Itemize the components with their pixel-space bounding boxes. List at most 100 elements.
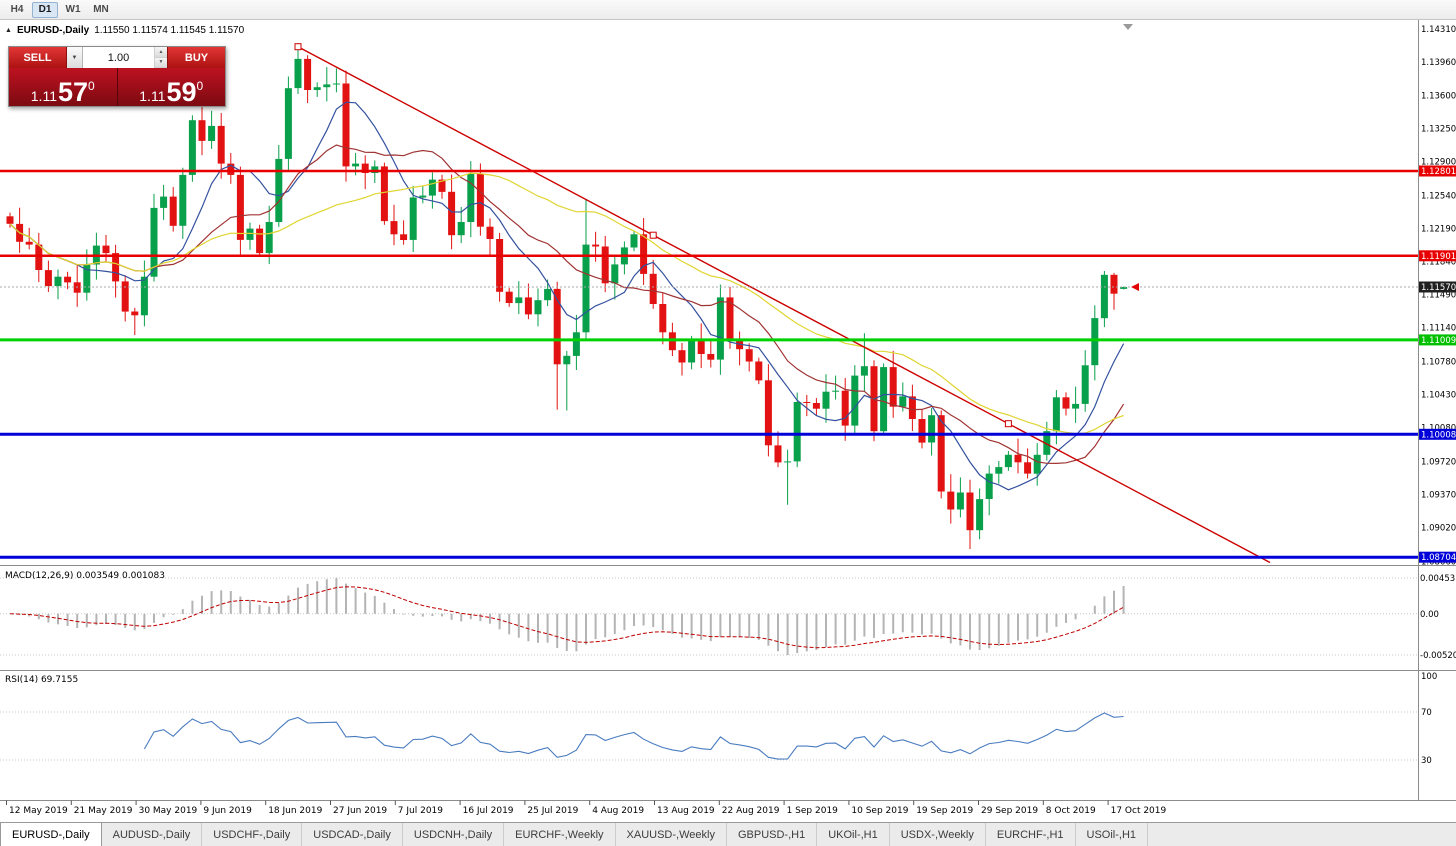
- svg-text:1.11570: 1.11570: [1421, 283, 1456, 293]
- chart-tab-usdchf-daily[interactable]: USDCHF-,Daily: [202, 823, 303, 846]
- chart-tabs-bar: EURUSD-,Daily AUDUSD-,Daily USDCHF-,Daily U…: [0, 822, 1456, 846]
- chart-tab-eurchf-h1[interactable]: EURCHF-,H1: [986, 823, 1076, 846]
- date-label: 13 Aug 2019: [657, 806, 715, 816]
- svg-text:100: 100: [1421, 672, 1437, 682]
- macd-label: MACD(12,26,9) 0.003549 0.001083: [5, 571, 165, 581]
- svg-text:1.12190: 1.12190: [1421, 225, 1456, 235]
- trendline-handle[interactable]: [649, 231, 657, 239]
- svg-text:1.13960: 1.13960: [1421, 58, 1456, 68]
- timeframe-h4-button[interactable]: H4: [4, 2, 30, 18]
- price-badge: [1419, 250, 1456, 262]
- trendline-handle[interactable]: [1004, 420, 1012, 428]
- svg-text:1.11901: 1.11901: [1421, 252, 1456, 262]
- svg-text:1.10780: 1.10780: [1421, 357, 1456, 367]
- timeframe-toolbar: H4 D1 W1 MN: [0, 0, 1456, 20]
- spinner-down-icon[interactable]: ▼: [155, 57, 167, 68]
- date-label: 19 Sep 2019: [916, 806, 973, 816]
- svg-text:1.10430: 1.10430: [1421, 390, 1456, 400]
- macd-signal-line: [9, 586, 1124, 649]
- date-label: 22 Aug 2019: [722, 806, 780, 816]
- volume-spinner: ▲ ▼: [154, 47, 167, 68]
- buy-price-pipette: 0: [196, 79, 204, 93]
- svg-text:1.14310: 1.14310: [1421, 25, 1456, 35]
- volume-input[interactable]: [83, 47, 154, 68]
- candles-layer: [6, 46, 1128, 549]
- timeframe-w1-button[interactable]: W1: [60, 2, 86, 18]
- svg-text:1.08704: 1.08704: [1421, 553, 1456, 563]
- price-arrow-icon: [1131, 283, 1139, 291]
- chart-ohlc-values: 1.11550 1.11574 1.11545 1.11570: [94, 25, 245, 36]
- volume-dropdown-icon[interactable]: ▼: [67, 47, 83, 68]
- chart-tab-eurusd-daily[interactable]: EURUSD-,Daily: [0, 823, 102, 846]
- price-badge: [1419, 165, 1456, 177]
- chart-tab-audusd-daily[interactable]: AUDUSD-,Daily: [102, 823, 203, 846]
- moving-average-16: [9, 144, 1125, 465]
- rsi-line: [143, 712, 1124, 760]
- svg-text:1.11140: 1.11140: [1421, 324, 1456, 334]
- date-label: 17 Oct 2019: [1111, 806, 1167, 816]
- buy-button[interactable]: BUY: [167, 47, 225, 68]
- date-label: 29 Sep 2019: [981, 806, 1038, 816]
- sell-button[interactable]: SELL: [9, 47, 67, 68]
- moving-average-8: [9, 101, 1125, 491]
- svg-text:-0.00520: -0.00520: [1420, 651, 1456, 661]
- macd-histogram-layer: [18, 578, 1125, 655]
- svg-text:1.11009: 1.11009: [1421, 336, 1456, 346]
- chart-tab-gbpusd-h1[interactable]: GBPUSD-,H1: [727, 823, 818, 846]
- chart-tab-usoil-h1[interactable]: USOil-,H1: [1076, 823, 1149, 846]
- date-label: 9 Jun 2019: [203, 806, 252, 816]
- date-label: 1 Sep 2019: [787, 806, 839, 816]
- chart-tab-usdcad-daily[interactable]: USDCAD-,Daily: [302, 823, 403, 846]
- svg-text:0.00: 0.00: [1420, 610, 1439, 620]
- price-badge: [1419, 551, 1456, 563]
- svg-text:1.13250: 1.13250: [1421, 125, 1456, 135]
- date-label: 10 Sep 2019: [851, 806, 908, 816]
- price-badge: [1419, 334, 1456, 346]
- svg-text:1.09370: 1.09370: [1421, 490, 1456, 500]
- svg-text:1.13600: 1.13600: [1421, 92, 1456, 102]
- chart-shift-marker-icon[interactable]: [1123, 24, 1133, 30]
- svg-text:30: 30: [1421, 756, 1432, 766]
- date-label: 16 Jul 2019: [463, 806, 514, 816]
- sell-price-pipette: 0: [88, 79, 95, 93]
- chart-tab-eurchf-weekly[interactable]: EURCHF-,Weekly: [504, 823, 616, 846]
- buy-price-big-digits: 59: [166, 76, 197, 107]
- buy-price-prefix: 1.11: [139, 88, 166, 104]
- timeframe-d1-button[interactable]: D1: [32, 1, 58, 18]
- price-badge: [1419, 428, 1456, 440]
- spinner-up-icon[interactable]: ▲: [155, 47, 167, 58]
- date-label: 30 May 2019: [139, 806, 198, 816]
- date-label: 25 Jul 2019: [527, 806, 578, 816]
- price-chart-canvas[interactable]: 1.14310 1.13960 1.13600 1.13250 1.12900 1.125…: [0, 20, 1456, 822]
- rsi-label: RSI(14) 69.7155: [5, 675, 78, 685]
- svg-text:1.11490: 1.11490: [1421, 291, 1456, 301]
- svg-text:1.10080: 1.10080: [1421, 423, 1456, 433]
- svg-text:0.00453: 0.00453: [1420, 574, 1455, 584]
- chart-symbol-label: EURUSD-,Daily: [16, 25, 90, 36]
- price-badge: [1419, 281, 1456, 293]
- svg-text:1.12900: 1.12900: [1421, 158, 1456, 168]
- chart-tab-xauusd-weekly[interactable]: XAUUSD-,Weekly: [616, 823, 727, 846]
- date-label: 8 Oct 2019: [1046, 806, 1096, 816]
- collapse-panel-icon[interactable]: ▲: [5, 27, 12, 34]
- chart-tab-usdcnh-daily[interactable]: USDCNH-,Daily: [403, 823, 505, 846]
- svg-text:1.10008: 1.10008: [1421, 430, 1456, 440]
- date-label: 21 May 2019: [74, 806, 133, 816]
- buy-price-display[interactable]: 1.11 59 0: [117, 68, 225, 107]
- svg-text:70: 70: [1421, 708, 1432, 718]
- date-label: 18 Jun 2019: [268, 806, 322, 816]
- chart-tab-usdx-weekly[interactable]: USDX-,Weekly: [890, 823, 986, 846]
- one-click-prices-row: 1.11 57 0 1.11 59 0: [9, 68, 225, 106]
- sell-price-display[interactable]: 1.11 57 0: [9, 68, 118, 106]
- svg-text:1.09020: 1.09020: [1421, 523, 1456, 533]
- one-click-controls-row: SELL ▼ ▲ ▼ BUY: [9, 47, 225, 68]
- date-label: 12 May 2019: [9, 806, 68, 816]
- chart-tab-ukoil-h1[interactable]: UKOil-,H1: [817, 823, 890, 846]
- timeframe-mn-button[interactable]: MN: [88, 2, 114, 18]
- trendline-handle[interactable]: [294, 43, 302, 51]
- moving-average-34: [9, 172, 1124, 435]
- svg-text:1.12540: 1.12540: [1421, 192, 1456, 202]
- descending-trendline[interactable]: [297, 46, 1271, 564]
